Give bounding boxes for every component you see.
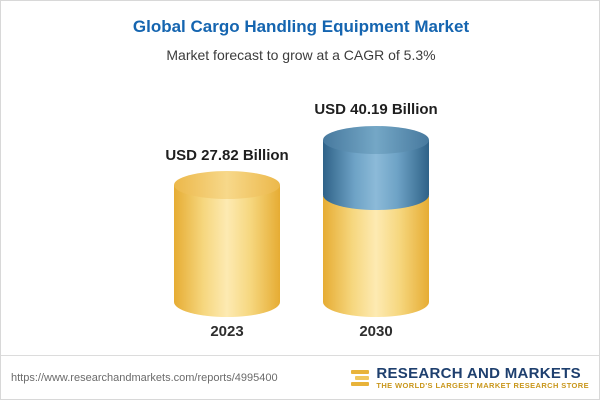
brand-tagline: THE WORLD'S LARGEST MARKET RESEARCH STOR… bbox=[376, 380, 589, 390]
cylinder-2030-top-ellipse bbox=[323, 126, 429, 154]
brand-text-block: RESEARCH AND MARKETS THE WORLD'S LARGEST… bbox=[376, 365, 589, 391]
chart-subtitle: Market forecast to grow at a CAGR of 5.3… bbox=[166, 47, 436, 63]
cylinder-2023-top-ellipse bbox=[174, 171, 280, 199]
cylinder-bar-2023 bbox=[174, 171, 280, 317]
brand-logo: RESEARCH AND MARKETS THE WORLD'S LARGEST… bbox=[351, 365, 589, 391]
bar-value-label-2023: USD 27.82 Billion bbox=[165, 147, 289, 164]
cylinder-2023-body bbox=[174, 185, 280, 317]
brand-name: RESEARCH AND MARKETS bbox=[376, 364, 581, 382]
cylinder-2030-gold-segment bbox=[323, 196, 429, 317]
x-axis-label-2030: 2030 bbox=[359, 323, 393, 340]
brand-mark-icon bbox=[351, 369, 370, 386]
x-axis-label-2023: 2023 bbox=[210, 323, 244, 340]
source-url-link[interactable]: https://www.researchandmarkets.com/repor… bbox=[11, 371, 278, 384]
bar-value-label-2030: USD 40.19 Billion bbox=[314, 101, 438, 118]
cylinder-bar-2030 bbox=[323, 126, 429, 317]
chart-title: Global Cargo Handling Equipment Market bbox=[132, 17, 470, 36]
footer-bar: https://www.researchandmarkets.com/repor… bbox=[1, 355, 599, 399]
